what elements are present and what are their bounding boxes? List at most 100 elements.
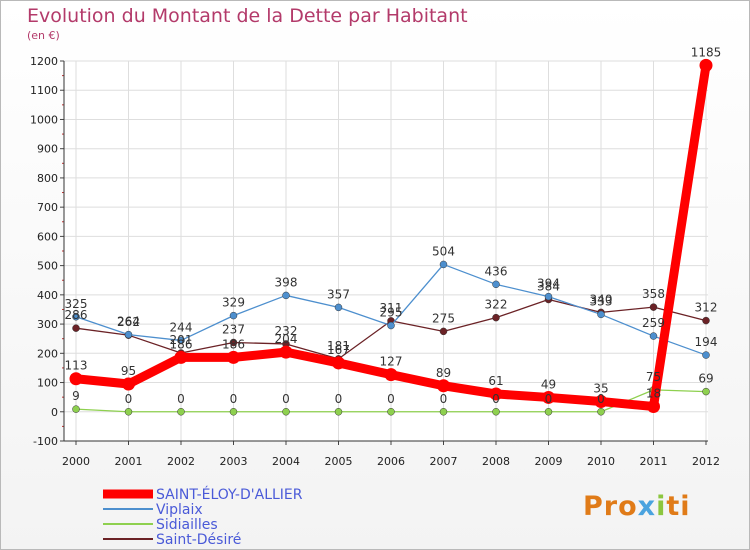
data-point bbox=[437, 379, 450, 393]
data-label: 167 bbox=[327, 343, 350, 357]
x-tick-label: 2005 bbox=[325, 455, 353, 468]
data-point bbox=[282, 408, 290, 416]
data-label: 0 bbox=[545, 392, 553, 406]
data-label: 398 bbox=[275, 275, 298, 289]
y-tick-label: -100 bbox=[33, 435, 58, 448]
data-point bbox=[597, 310, 605, 319]
data-label: 329 bbox=[222, 296, 245, 310]
data-point bbox=[282, 291, 290, 300]
data-point bbox=[647, 400, 660, 414]
y-tick-label: 300 bbox=[37, 318, 58, 331]
x-tick-label: 2007 bbox=[430, 455, 458, 468]
data-label: 204 bbox=[275, 332, 298, 346]
data-point bbox=[124, 408, 133, 416]
data-point bbox=[72, 405, 80, 413]
data-label: 357 bbox=[327, 287, 350, 301]
x-tick-label: 2004 bbox=[272, 455, 300, 468]
x-tick-label: 2012 bbox=[692, 455, 720, 468]
data-label: 384 bbox=[537, 280, 560, 294]
y-tick-label: 600 bbox=[37, 230, 58, 243]
data-point bbox=[492, 280, 500, 289]
chart-subtitle: (en €) bbox=[27, 29, 60, 42]
data-label: 262 bbox=[117, 315, 140, 329]
data-label: 1185 bbox=[691, 45, 722, 59]
y-tick-label: 1000 bbox=[30, 113, 58, 126]
data-point bbox=[489, 387, 503, 401]
data-point bbox=[594, 395, 608, 409]
proxiti-logo: Proxiti bbox=[583, 491, 691, 522]
data-label: 9 bbox=[72, 389, 80, 403]
data-point bbox=[597, 408, 605, 416]
plot-area bbox=[64, 61, 708, 441]
data-point bbox=[334, 303, 343, 312]
y-tick-label: 700 bbox=[37, 201, 58, 214]
data-point bbox=[229, 311, 238, 320]
chart-title: Evolution du Montant de la Dette par Hab… bbox=[27, 5, 468, 27]
data-point bbox=[387, 321, 395, 330]
data-point bbox=[174, 350, 188, 364]
data-label: 275 bbox=[432, 311, 455, 325]
data-label: 69 bbox=[698, 372, 713, 386]
data-label: 0 bbox=[177, 392, 185, 406]
data-label: 244 bbox=[170, 320, 193, 334]
y-tick-label: 400 bbox=[37, 289, 58, 302]
data-label: 0 bbox=[335, 392, 343, 406]
y-tick-label: 0 bbox=[51, 406, 58, 419]
data-label: 0 bbox=[387, 392, 395, 406]
data-label: 237 bbox=[222, 322, 245, 336]
legend-label: Saint-Désiré bbox=[156, 532, 241, 548]
data-label: 0 bbox=[492, 392, 500, 406]
data-label: 0 bbox=[230, 392, 238, 406]
y-tick-label: 800 bbox=[37, 172, 58, 185]
data-label: 232 bbox=[275, 324, 298, 338]
data-label: 89 bbox=[436, 366, 451, 380]
x-tick-label: 2009 bbox=[535, 455, 563, 468]
data-label: 286 bbox=[65, 308, 88, 322]
data-label: 0 bbox=[282, 392, 290, 406]
data-label: 18 bbox=[646, 387, 661, 401]
y-tick-label: 1200 bbox=[30, 55, 58, 68]
x-tick-label: 2006 bbox=[377, 455, 405, 468]
data-label: 295 bbox=[380, 306, 403, 320]
data-label: 0 bbox=[597, 392, 605, 406]
data-point bbox=[544, 292, 553, 301]
data-label: 0 bbox=[125, 392, 133, 406]
y-tick-label: 900 bbox=[37, 143, 58, 156]
x-tick-label: 2003 bbox=[220, 455, 248, 468]
data-point bbox=[699, 58, 713, 72]
data-label: 0 bbox=[440, 392, 448, 406]
data-label: 181 bbox=[327, 339, 350, 353]
x-tick-label: 2011 bbox=[640, 455, 668, 468]
data-point bbox=[702, 387, 710, 396]
data-point bbox=[69, 372, 83, 386]
x-tick-label: 2002 bbox=[167, 455, 195, 468]
x-tick-label: 2000 bbox=[62, 455, 90, 468]
y-tick-label: 1100 bbox=[30, 84, 58, 97]
data-label: 312 bbox=[695, 301, 718, 315]
data-label: 504 bbox=[432, 244, 455, 258]
data-point bbox=[229, 338, 238, 347]
data-label: 95 bbox=[121, 364, 136, 378]
data-label: 340 bbox=[590, 292, 613, 306]
y-tick-label: 500 bbox=[37, 260, 58, 273]
y-tick-label: 200 bbox=[37, 347, 58, 360]
data-label: 322 bbox=[485, 298, 508, 312]
data-point bbox=[72, 324, 80, 332]
data-label: 194 bbox=[695, 335, 718, 349]
data-point bbox=[439, 260, 448, 269]
data-point bbox=[177, 336, 185, 345]
data-label: 113 bbox=[65, 359, 88, 373]
data-label: 127 bbox=[380, 355, 403, 369]
data-label: 186 bbox=[222, 337, 245, 351]
data-point bbox=[492, 408, 500, 416]
data-label: 333 bbox=[590, 294, 613, 308]
x-tick-label: 2008 bbox=[482, 455, 510, 468]
data-label: 61 bbox=[488, 374, 503, 388]
data-point bbox=[439, 408, 448, 416]
data-point bbox=[702, 351, 710, 359]
legend-label: Viplaix bbox=[156, 502, 203, 518]
legend-label: SAINT-ÉLOY-D'ALLIER bbox=[156, 486, 303, 503]
data-point bbox=[542, 390, 555, 404]
data-label: 259 bbox=[642, 316, 665, 330]
